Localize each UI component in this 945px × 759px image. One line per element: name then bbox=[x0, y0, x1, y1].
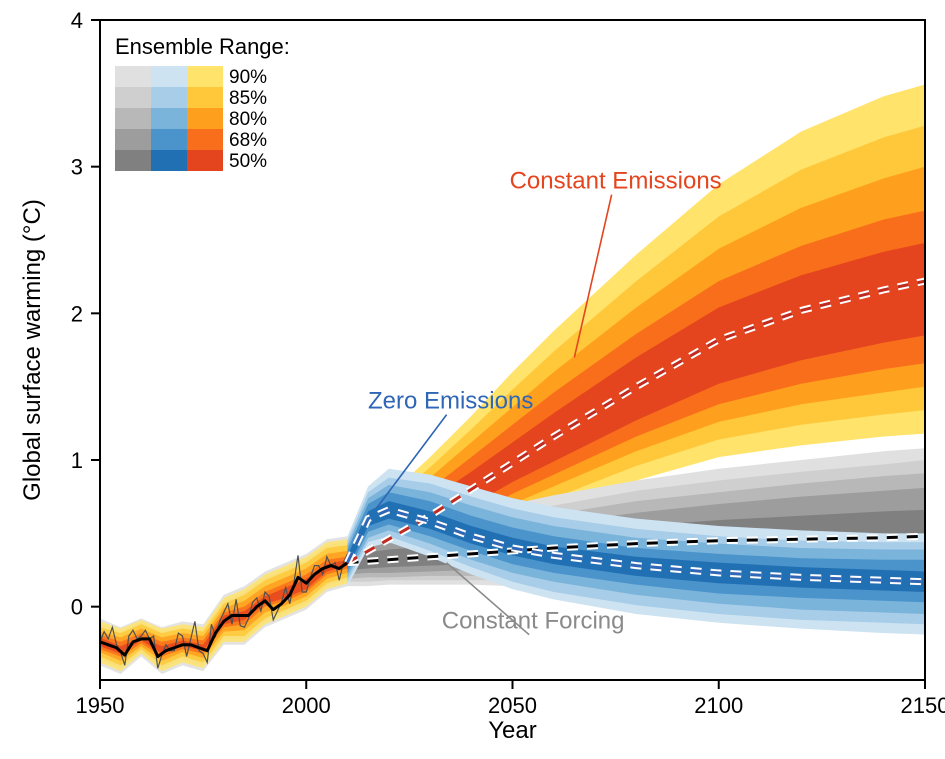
anno-constant-forcing-label: Constant Forcing bbox=[442, 608, 625, 635]
xtick-label: 2100 bbox=[694, 693, 743, 718]
legend-swatch bbox=[115, 150, 151, 171]
xtick-label: 2050 bbox=[488, 693, 537, 718]
xtick-label: 1950 bbox=[76, 693, 125, 718]
ytick-label: 3 bbox=[71, 155, 83, 180]
legend-percent: 80% bbox=[229, 109, 267, 130]
legend-swatch bbox=[187, 129, 223, 150]
ytick-label: 2 bbox=[71, 301, 83, 326]
ytick-label: 0 bbox=[71, 595, 83, 620]
y-axis-label: Global surface warming (°C) bbox=[19, 199, 46, 501]
legend-swatch bbox=[151, 66, 187, 87]
legend-percent: 68% bbox=[229, 130, 267, 151]
legend-percent: 50% bbox=[229, 151, 267, 172]
legend-percent: 85% bbox=[229, 88, 267, 109]
legend-swatch bbox=[151, 108, 187, 129]
anno-constant-emissions-label: Constant Emissions bbox=[510, 168, 722, 195]
anno-zero-emissions-label: Zero Emissions bbox=[368, 388, 533, 415]
legend-swatch bbox=[115, 66, 151, 87]
legend-swatch bbox=[187, 87, 223, 108]
xtick-label: 2000 bbox=[282, 693, 331, 718]
legend-swatch bbox=[151, 87, 187, 108]
legend-swatch bbox=[187, 108, 223, 129]
ytick-label: 1 bbox=[71, 448, 83, 473]
ytick-label: 4 bbox=[71, 8, 83, 33]
legend: Ensemble Range: 90%85%80%68%50% bbox=[115, 34, 290, 172]
x-axis-label: Year bbox=[488, 717, 537, 744]
legend-swatch bbox=[151, 129, 187, 150]
legend-swatch bbox=[151, 150, 187, 171]
legend-swatch bbox=[187, 66, 223, 87]
legend-title: Ensemble Range: bbox=[115, 34, 290, 59]
legend-swatch bbox=[115, 129, 151, 150]
legend-swatch bbox=[115, 108, 151, 129]
legend-percent: 90% bbox=[229, 67, 267, 88]
legend-swatch bbox=[115, 87, 151, 108]
chart-svg: 1950 2000 2050 2100 2150 0 1 2 3 4 Year Global surf… bbox=[0, 0, 945, 759]
legend-swatch bbox=[187, 150, 223, 171]
xtick-label: 2150 bbox=[901, 693, 945, 718]
chart-root: 1950 2000 2050 2100 2150 0 1 2 3 4 Year Global surf… bbox=[0, 0, 945, 759]
